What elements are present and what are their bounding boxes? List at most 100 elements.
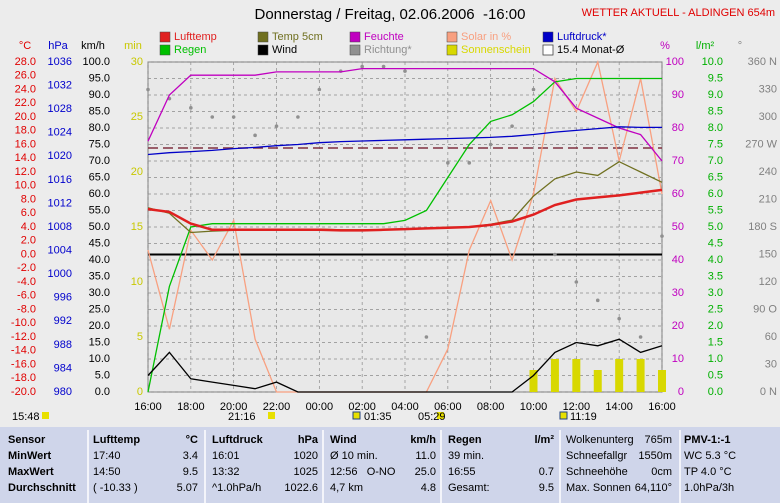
y-tick-label: 1.0 (708, 353, 723, 365)
y-tick-label: 1020 (48, 150, 72, 162)
table-cell: WC 5.3 °C (684, 450, 736, 462)
table-cell: Durchschnitt (8, 482, 76, 494)
direction-dot (253, 133, 257, 138)
y-tick-label: 18.0 (15, 125, 36, 137)
y-tick-label: 1.5 (708, 336, 723, 348)
y-tick-label: 40.0 (89, 254, 110, 266)
legend-swatch (349, 44, 361, 56)
table-cell: 4,7 km (330, 482, 363, 494)
table-cell: Gesamt: (448, 482, 490, 494)
table-cell: 3.4 (183, 450, 198, 462)
y-tick-label: 20.0 (15, 111, 36, 123)
y-tick-label: 10.0 (702, 56, 723, 68)
y-tick-label: 26.0 (15, 70, 36, 82)
y-tick-label: -18.0 (11, 372, 36, 384)
y-tick-label: 0 (678, 386, 684, 398)
sunshine-bar (572, 359, 581, 392)
table-cell: 765m (644, 434, 672, 446)
x-tick-label: 22:00 (263, 401, 291, 413)
y-tick-label: 0 N (760, 386, 777, 398)
table-cell: 5.07 (177, 482, 198, 494)
series-line (147, 188, 663, 232)
chart-title: Donnerstag / Freitag, 02.06.2006 -16:00 (254, 6, 525, 23)
x-tick-label: 16:00 (134, 401, 162, 413)
direction-dot (446, 161, 450, 165)
sunshine-bar (636, 359, 645, 392)
y-tick-label: 120 (759, 276, 777, 288)
x-tick-label: 16:00 (648, 401, 676, 413)
y-tick-label: 10.0 (15, 180, 36, 192)
sun-time: 11:19 (570, 411, 597, 423)
y-tick-label: 1004 (48, 244, 72, 256)
y-tick-label: 65.0 (89, 171, 110, 183)
y-tick-label: 7.0 (708, 155, 723, 167)
y-tick-label: 4.5 (708, 237, 723, 249)
series-line (147, 77, 662, 393)
sun-icon (42, 412, 49, 419)
table-cell: Wolkenunterg (566, 434, 634, 446)
direction-dot (381, 64, 386, 69)
legend-label: Lufttemp (174, 31, 217, 43)
y-tick-label: 240 (759, 166, 777, 178)
y-tick-label: 2.5 (708, 303, 723, 315)
y-tick-label: 4.0 (708, 254, 723, 266)
table-cell: ^1.0hPa/h (212, 482, 261, 494)
y-tick-label: -14.0 (11, 345, 36, 357)
legend-swatch (257, 31, 269, 43)
y-tick-label: 20 (131, 166, 143, 178)
axis-title: km/h (81, 40, 105, 52)
y-tick-label: 30.0 (89, 287, 110, 299)
x-tick-label: 10:00 (520, 401, 548, 413)
axis-title: min (124, 40, 142, 52)
y-tick-label: 30 (131, 56, 143, 68)
y-tick-label: 8.0 (21, 193, 36, 205)
legend-label: 15.4 Monat-Ø (557, 44, 625, 56)
y-tick-label: 1008 (48, 221, 72, 233)
y-tick-label: 1032 (48, 79, 72, 91)
y-tick-label: 60.0 (89, 188, 110, 200)
legend-swatch (349, 31, 361, 43)
y-tick-label: 988 (54, 339, 72, 351)
y-tick-label: 5.0 (708, 221, 723, 233)
table-cell: ( -10.33 ) (93, 482, 138, 494)
table-cell: 1022.6 (284, 482, 318, 494)
y-tick-label: 14.0 (15, 152, 36, 164)
table-cell: Schneefallgr (566, 450, 627, 462)
direction-dot (660, 234, 664, 238)
y-tick-label: 984 (54, 362, 72, 374)
y-tick-label: 75.0 (89, 138, 110, 150)
y-tick-label: 80.0 (89, 122, 110, 134)
y-tick-label: 10 (672, 353, 684, 365)
y-tick-label: 35.0 (89, 270, 110, 282)
legend-swatch (542, 31, 554, 43)
y-tick-label: 70 (672, 155, 684, 167)
table-cell: 1025 (294, 466, 318, 478)
y-tick-label: 90.0 (89, 89, 110, 101)
table-cell: 11.0 (415, 450, 436, 462)
y-tick-label: 6.0 (21, 207, 36, 219)
legend-label: Richtung* (364, 44, 412, 56)
table-cell: 17:40 (93, 450, 121, 462)
y-tick-label: 45.0 (89, 237, 110, 249)
direction-dot (210, 115, 215, 119)
y-tick-label: 2.0 (21, 235, 36, 247)
sun-icon (268, 412, 275, 419)
direction-dot (467, 161, 472, 165)
sun-icon (437, 412, 444, 419)
table-cell: Lufttemp (93, 434, 140, 446)
table-cell: Max. Sonnen (566, 482, 631, 494)
y-tick-label: 5.0 (95, 369, 110, 381)
legend-swatch (446, 44, 458, 56)
y-tick-label: 6.0 (708, 188, 723, 200)
sun-time: 15:48 (12, 411, 40, 423)
y-tick-label: 180 S (748, 221, 777, 233)
table-cell: TP 4.0 °C (684, 466, 732, 478)
y-tick-label: 95.0 (89, 72, 110, 84)
legend-swatch (542, 44, 554, 56)
y-tick-label: 7.5 (708, 138, 723, 150)
sun-time: 05:29 (418, 411, 446, 423)
direction-dot (424, 335, 429, 339)
table-cell: 1020 (294, 450, 318, 462)
y-tick-label: 0.5 (708, 369, 723, 381)
x-tick-label: 06:00 (434, 401, 462, 413)
